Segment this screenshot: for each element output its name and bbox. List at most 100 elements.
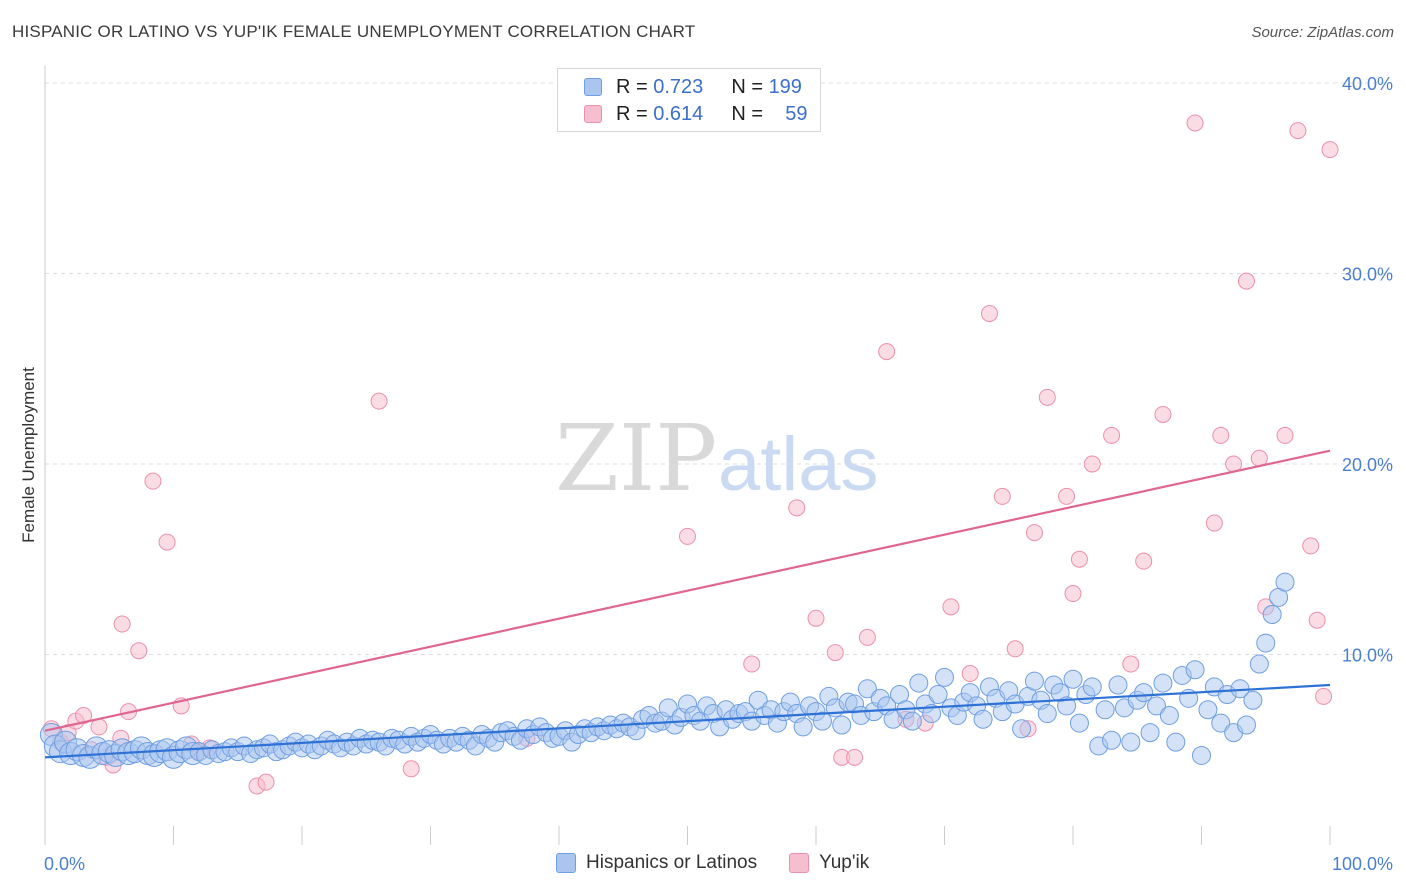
yupik-point — [942, 598, 960, 616]
watermark-atlas: atlas — [718, 422, 879, 507]
hispanic-point — [1249, 654, 1269, 674]
hispanic-point — [1108, 675, 1128, 695]
yupik-point — [1276, 426, 1294, 444]
yupik-point — [1308, 611, 1326, 629]
trend-lines — [44, 449, 1331, 759]
yupik-point — [90, 718, 108, 736]
yupik-point — [993, 487, 1011, 505]
legend-item-hispanic: Hispanics or Latinos — [556, 852, 757, 874]
series-legend: Hispanics or Latinos Yup'ik — [556, 852, 901, 874]
yupik-point — [370, 392, 388, 410]
legend-item-yupik: Yup'ik — [789, 852, 869, 874]
x-tick-labels: 0.0% 100.0% — [44, 854, 1393, 874]
n-label: N = — [731, 102, 763, 125]
hispanic-point — [1057, 696, 1077, 716]
y-axis-label: Female Unemployment — [19, 367, 38, 543]
yupik-point — [980, 305, 998, 323]
hispanic-point — [1063, 669, 1083, 689]
yupik-point — [1186, 114, 1204, 132]
yupik-point — [1135, 552, 1153, 570]
yupik-trend-line — [44, 449, 1331, 732]
y-tick-label: 20.0% — [1342, 455, 1393, 475]
grid-lines — [45, 82, 1392, 655]
yupik-point — [743, 655, 761, 673]
yupik-point — [1289, 122, 1307, 140]
yupik-point — [75, 706, 93, 724]
y-tick-labels: 10.0% 20.0% 30.0% 40.0% — [1342, 74, 1393, 666]
yupik-point — [1315, 687, 1333, 705]
hispanic-point — [832, 715, 852, 735]
yupik-point — [113, 615, 131, 633]
yupik-point — [1058, 487, 1076, 505]
x-tick-label: 100.0% — [1332, 854, 1393, 874]
watermark-zip: ZIP — [555, 405, 717, 512]
hispanic-point — [857, 679, 877, 699]
stats-legend: R = 0.723 N = 199 R = 0.614 N = 59 — [557, 68, 821, 132]
yupik-point — [826, 644, 844, 662]
pink-swatch — [584, 105, 602, 123]
yupik-point — [1205, 514, 1223, 532]
hispanic-point — [1236, 715, 1256, 735]
hispanic-point — [658, 698, 678, 718]
hispanic-point — [1275, 572, 1295, 592]
hispanic-point — [1095, 700, 1115, 720]
legend-row-yupik: R = 0.614 N = 59 — [584, 102, 807, 126]
pink-swatch — [789, 853, 810, 873]
hispanic-point — [1256, 633, 1276, 653]
yupik-point — [1302, 537, 1320, 555]
r-label: R = — [616, 102, 648, 125]
y-tick-label: 10.0% — [1342, 646, 1393, 666]
r-label: R = — [616, 75, 648, 98]
hispanic-point — [1082, 677, 1102, 697]
hispanic-point — [1192, 745, 1211, 765]
yupik-point — [257, 773, 275, 791]
yupik-point — [1122, 655, 1140, 673]
hispanic-point — [1166, 732, 1186, 752]
legend-label: Yup'ik — [819, 852, 870, 873]
yupik-point — [679, 527, 696, 545]
hispanic-point — [812, 711, 832, 731]
hispanic-point — [1153, 673, 1173, 693]
hispanic-point — [1147, 696, 1167, 716]
yupik-point — [1064, 585, 1082, 603]
hispanic-trend-line — [44, 683, 1331, 759]
yupik-point — [961, 665, 979, 683]
yupik-point — [1237, 272, 1255, 290]
hispanic-point — [902, 711, 922, 731]
blue-swatch — [584, 78, 602, 96]
hispanic-point — [1102, 730, 1122, 750]
r-value: 0.723 — [653, 75, 704, 98]
yupik-point — [144, 472, 162, 490]
hispanic-point — [909, 673, 929, 693]
n-label: N = — [731, 75, 763, 98]
hispanic-point — [1024, 671, 1044, 691]
yupik-point — [1154, 405, 1172, 423]
yupik-point — [402, 760, 420, 778]
hispanic-point — [1140, 723, 1160, 743]
hispanic-point — [1012, 719, 1032, 739]
hispanic-point — [1211, 713, 1231, 733]
n-value: 199 — [768, 75, 802, 98]
yupik-point — [1321, 141, 1339, 159]
hispanic-point — [1159, 705, 1179, 725]
hispanic-point — [1069, 713, 1089, 733]
hispanic-point — [1198, 700, 1218, 720]
yupik-point — [858, 628, 876, 646]
yupik-point — [1006, 640, 1024, 658]
hispanic-point — [1134, 683, 1154, 703]
hispanic-points — [39, 572, 1295, 769]
yupik-point — [1103, 426, 1121, 444]
hispanic-point — [935, 667, 954, 687]
hispanic-point — [793, 717, 813, 737]
n-value: 59 — [785, 102, 808, 125]
yupik-point — [1025, 524, 1043, 542]
hispanic-point — [1185, 660, 1205, 680]
legend-label: Hispanics or Latinos — [586, 852, 758, 873]
y-tick-label: 30.0% — [1342, 265, 1393, 285]
y-tick-label: 40.0% — [1342, 74, 1393, 94]
watermark: ZIP atlas — [555, 405, 879, 512]
yupik-point — [1212, 426, 1230, 444]
yupik-point — [1083, 455, 1101, 473]
blue-swatch — [556, 853, 576, 873]
